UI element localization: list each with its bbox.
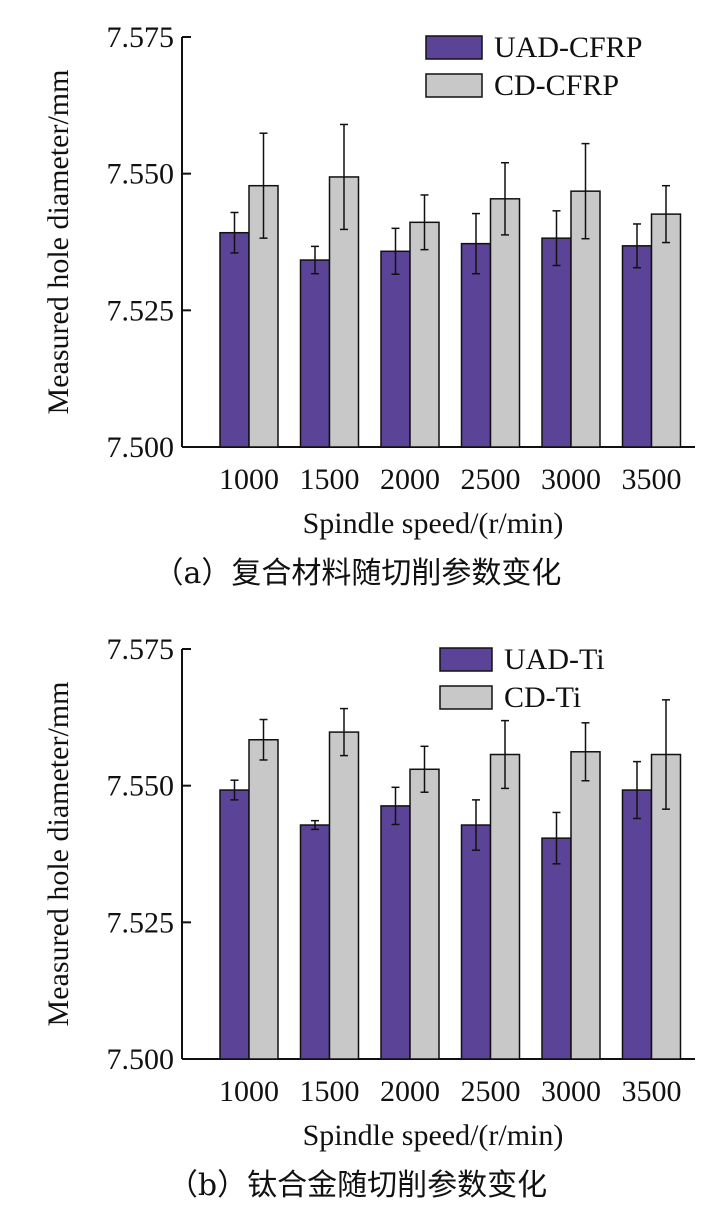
chart-b-bar-uad-ti-1500 (299, 824, 331, 1060)
chart-b-bar-uad-ti-3000 (541, 837, 572, 1060)
chart-a-x-tick-label: 1500 (300, 463, 360, 496)
chart-a-y-tick-label: 7.575 (107, 21, 175, 54)
chart-a-y-tick-label: 7.500 (107, 431, 175, 464)
chart-b-x-tick-label: 3000 (541, 1075, 601, 1108)
chart-a-x-axis-title: Spindle speed/(r/min) (303, 507, 564, 540)
chart-a-bar-uad-cfrp-3000 (541, 237, 572, 448)
chart-b-y-tick-label: 7.575 (107, 633, 175, 666)
chart-b-y-tick-label: 7.500 (107, 1043, 175, 1076)
chart-a-bar-cd-cfrp-2000 (409, 221, 440, 448)
chart-panel-b: 7.500 7.525 7.550 7.575 Measured hole diamet… (0, 612, 715, 1222)
chart-a-bar-uad-cfrp-3500 (621, 245, 653, 448)
chart-b-x-tick-label: 3500 (622, 1075, 682, 1108)
chart-b-bar-cd-ti-2000 (409, 768, 440, 1060)
chart-b-bar-cd-ti-1000 (248, 738, 279, 1060)
chart-a-legend-swatch-uad-cfrp (425, 35, 483, 60)
chart-b-bar-cd-ti-1500 (328, 731, 360, 1060)
chart-a-x-tick-label: 2500 (461, 463, 521, 496)
chart-a-x-tick-label: 2000 (380, 463, 440, 496)
chart-b-legend-swatch-cd-ti (439, 685, 493, 710)
chart-b-legend-swatch-uad-ti (439, 647, 493, 672)
chart-b-bar-uad-ti-2000 (380, 805, 411, 1060)
chart-a: 7.500 7.525 7.550 7.575 Measured hole diamet… (42, 21, 695, 540)
chart-b: 7.500 7.525 7.550 7.575 Measured hole diamet… (42, 633, 695, 1152)
chart-b-legend-label-uad-ti: UAD-Ti (504, 643, 605, 676)
chart-b-y-tick-label: 7.525 (107, 906, 175, 939)
chart-a-y-axis-title: Measured hole diameter/mm (42, 70, 75, 415)
chart-b-x-tick-label: 1000 (219, 1075, 279, 1108)
chart-a-legend-swatch-cd-cfrp (425, 73, 483, 98)
chart-a-bar-uad-cfrp-1500 (299, 259, 331, 448)
chart-a-legend-label-cd-cfrp: CD-CFRP (494, 69, 619, 102)
chart-b-x-tick-label: 1500 (300, 1075, 360, 1108)
chart-b-legend-label-cd-ti: CD-Ti (504, 681, 581, 714)
chart-b-y-axis-title: Measured hole diameter/mm (42, 682, 75, 1027)
chart-b-bar-uad-ti-2500 (460, 824, 492, 1060)
chart-a-caption: （a）复合材料随切削参数变化 (153, 556, 562, 591)
chart-a-x-tick-label: 3000 (541, 463, 601, 496)
chart-b-x-tick-label: 2500 (461, 1075, 521, 1108)
chart-a-bar-cd-cfrp-3500 (650, 213, 682, 448)
chart-a-bar-uad-cfrp-2000 (380, 250, 411, 448)
chart-b-x-axis-title: Spindle speed/(r/min) (303, 1119, 564, 1152)
chart-a-x-tick-label: 1000 (219, 463, 279, 496)
chart-b-x-tick-label: 2000 (380, 1075, 440, 1108)
chart-b-bar-uad-ti-3500 (621, 789, 653, 1060)
chart-b-bar-uad-ti-1000 (219, 789, 250, 1060)
chart-a-x-tick-label: 3500 (622, 463, 682, 496)
chart-a-legend-label-uad-cfrp: UAD-CFRP (494, 31, 642, 64)
chart-b-bar-cd-ti-2500 (489, 753, 521, 1060)
chart-a-bar-uad-cfrp-1000 (219, 231, 250, 448)
chart-b-caption: （b）钛合金随切削参数变化 (167, 1168, 548, 1203)
chart-b-y-tick-label: 7.550 (107, 770, 175, 803)
chart-a-y-tick-label: 7.550 (107, 158, 175, 191)
chart-panel-a: 7.500 7.525 7.550 7.575 Measured hole diamet… (0, 0, 715, 610)
chart-a-bar-cd-cfrp-2500 (489, 198, 521, 448)
chart-b-bar-cd-ti-3000 (570, 751, 601, 1060)
chart-a-y-tick-label: 7.525 (107, 294, 175, 327)
